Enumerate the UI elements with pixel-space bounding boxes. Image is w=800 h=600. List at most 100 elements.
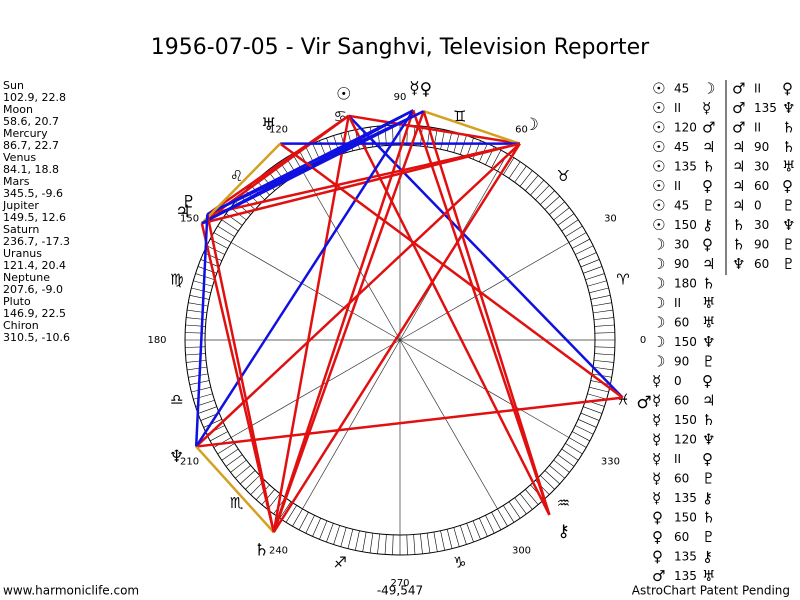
ring-tick xyxy=(312,518,321,537)
body-position: 345.5, -9.6 xyxy=(3,187,63,200)
ring-tick xyxy=(503,157,515,175)
planet-glyph: ♅ xyxy=(261,115,276,135)
aspect-angle: II xyxy=(754,82,761,96)
aspect-body: ♃ xyxy=(702,255,715,273)
ring-tick xyxy=(503,505,515,523)
body-position: 310.5, -10.6 xyxy=(3,331,70,344)
aspect-angle: 120 xyxy=(674,121,697,135)
ring-tick xyxy=(575,245,594,255)
body-position: 149.5, 12.6 xyxy=(3,211,66,224)
planet-glyph: ♄ xyxy=(254,541,269,561)
ring-tick xyxy=(544,195,560,210)
ring-tick xyxy=(188,373,209,378)
aspect-angle: 60 xyxy=(674,394,689,408)
ring-tick xyxy=(362,531,367,552)
ring-tick xyxy=(459,525,467,545)
aspect-body: ♆ xyxy=(782,99,795,117)
ring-tick xyxy=(593,317,614,320)
aspect-angle: 135 xyxy=(674,550,697,564)
aspect-body: ♅ xyxy=(702,314,715,332)
aspect-angle: II xyxy=(754,121,761,135)
ring-tick xyxy=(549,201,565,215)
aspect-line xyxy=(194,214,209,447)
ring-tick xyxy=(377,533,380,554)
aspect-angle: 60 xyxy=(674,472,689,486)
zodiac-sign: ♒ xyxy=(557,494,570,512)
aspect-body: ⚷ xyxy=(702,216,713,234)
aspect-line xyxy=(412,109,551,516)
ring-tick xyxy=(593,366,613,371)
aspect-body: ♀ xyxy=(702,177,713,195)
aspect-body: ☉ xyxy=(652,119,665,137)
planet-glyph: ⚷ xyxy=(557,522,569,542)
aspect-body: ♀ xyxy=(652,528,663,546)
aspect-body: ☉ xyxy=(652,99,665,117)
body-name: Saturn xyxy=(3,223,39,236)
ring-tick xyxy=(340,527,347,547)
ring-tick xyxy=(221,448,239,461)
aspect-body: ♂ xyxy=(732,80,745,98)
aspect-line xyxy=(348,114,521,145)
degree-label: 0 xyxy=(640,335,646,346)
aspect-line xyxy=(201,110,425,225)
aspect-body: ♃ xyxy=(732,177,745,195)
ring-tick xyxy=(235,465,251,479)
ring-tick xyxy=(561,219,579,232)
planet-glyph: ♀ xyxy=(420,79,432,99)
aspect-body: ☿ xyxy=(652,489,661,507)
zodiac-sign: ♎ xyxy=(170,390,183,408)
degree-label: 120 xyxy=(269,125,288,136)
planet-glyph: ☉ xyxy=(336,84,351,104)
aspect-body: ☿ xyxy=(652,470,661,488)
degree-label: 270 xyxy=(390,578,409,589)
aspect-body: ☽ xyxy=(652,294,665,312)
ring-tick xyxy=(491,512,502,530)
ring-tick xyxy=(585,273,605,281)
aspect-body: ♆ xyxy=(782,216,795,234)
body-name: Uranus xyxy=(3,247,42,260)
ring-tick xyxy=(557,213,575,226)
ring-tick xyxy=(292,508,303,527)
body-position: 236.7, -17.3 xyxy=(3,235,70,248)
aspect-body: ♂ xyxy=(732,119,745,137)
body-position: 86.7, 22.7 xyxy=(3,139,59,152)
body-position: 146.9, 22.5 xyxy=(3,307,66,320)
ring-tick xyxy=(568,437,587,448)
aspect-angle: 90 xyxy=(674,355,689,369)
ring-tick xyxy=(519,493,533,510)
aspect-angle: 45 xyxy=(674,140,689,154)
zodiac-sign: ♈ xyxy=(616,271,629,289)
aspect-body: ☿ xyxy=(652,372,661,390)
ring-tick xyxy=(589,386,609,393)
aspect-body: ♄ xyxy=(702,509,715,527)
aspect-body: ♃ xyxy=(732,197,745,215)
ring-tick xyxy=(459,135,467,155)
ring-tick xyxy=(593,309,613,314)
aspect-body: ♄ xyxy=(782,119,795,137)
zodiac-sign: ♉ xyxy=(557,167,570,185)
zodiac-sign: ♍ xyxy=(170,271,183,289)
aspect-line xyxy=(195,109,415,448)
ring-tick xyxy=(193,393,213,400)
planet-glyph: ☿ xyxy=(409,78,419,98)
aspect-body: ☉ xyxy=(652,138,665,156)
degree-label: 240 xyxy=(269,545,288,556)
aspect-angle: 30 xyxy=(754,160,769,174)
aspect-line xyxy=(207,142,521,216)
ring-tick xyxy=(472,520,481,540)
aspect-angle: 30 xyxy=(674,238,689,252)
aspect-body: ♅ xyxy=(702,567,715,585)
aspect-angle: 135 xyxy=(674,491,697,505)
aspect-angle: 150 xyxy=(674,335,697,349)
aspect-body: ♂ xyxy=(732,99,745,117)
aspect-line xyxy=(272,109,415,533)
ring-tick xyxy=(355,530,360,551)
aspect-body: ♅ xyxy=(782,158,795,176)
aspect-body: ♄ xyxy=(732,216,745,234)
aspect-body: ♄ xyxy=(702,275,715,293)
ring-tick xyxy=(446,529,453,549)
ring-tick xyxy=(553,207,570,221)
ring-tick xyxy=(245,475,260,490)
aspect-angle: 150 xyxy=(674,511,697,525)
body-name: Mars xyxy=(3,175,30,188)
